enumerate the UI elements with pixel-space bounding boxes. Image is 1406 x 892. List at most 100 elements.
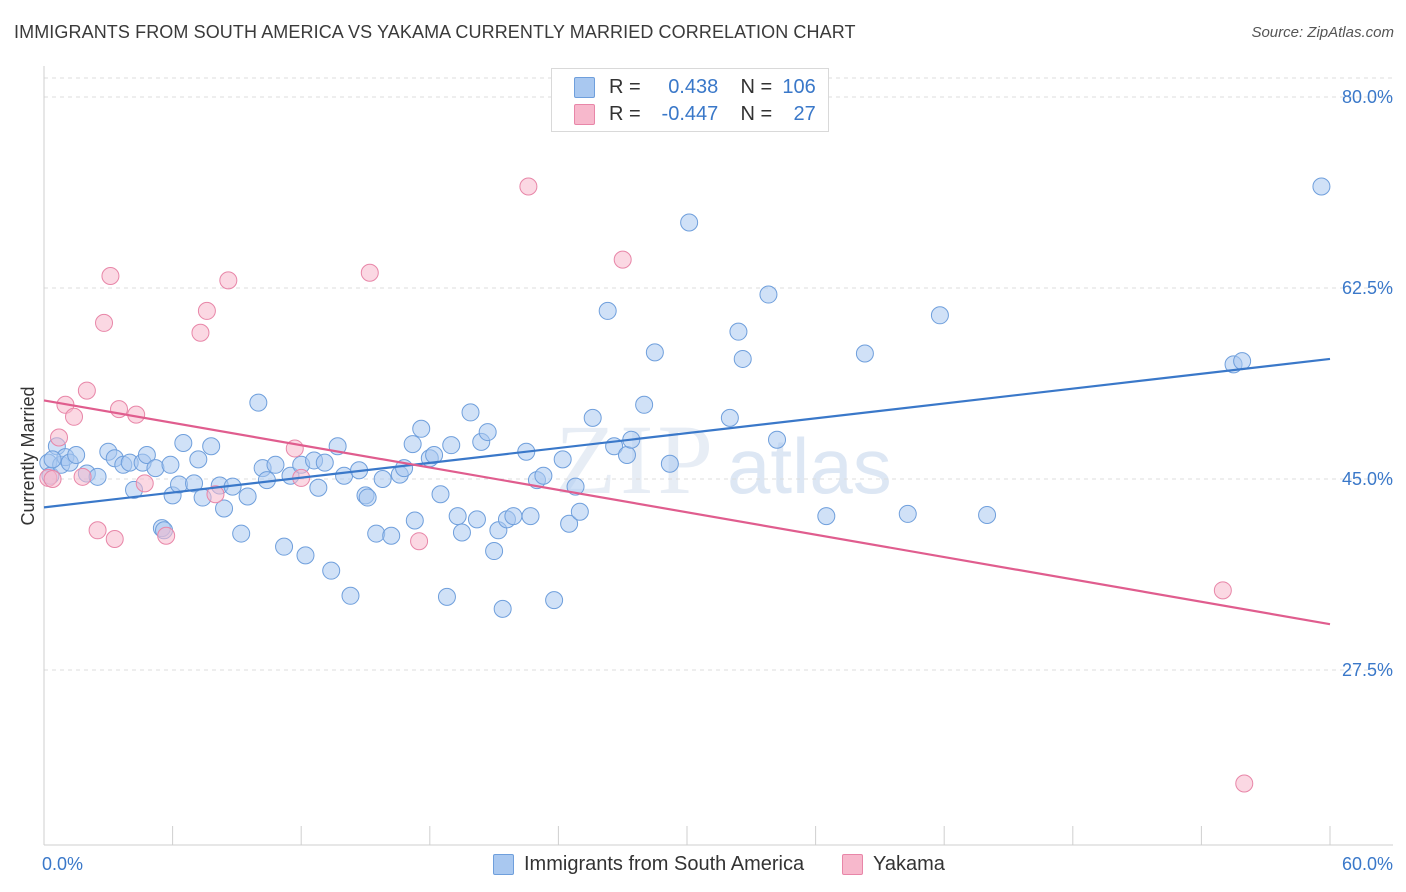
data-point-immigrants [174,433,193,452]
data-point-immigrants [189,450,208,469]
data-point-immigrants [768,430,787,449]
y-tick-label: 62.5% [1342,278,1393,298]
data-point-immigrants [137,445,156,464]
data-point-immigrants [485,542,504,561]
data-point-immigrants [315,453,334,472]
data-point-immigrants [185,474,204,493]
data-point-immigrants [382,526,401,545]
data-point-yakama [50,428,69,447]
chart-title: IMMIGRANTS FROM SOUTH AMERICA VS YAKAMA … [14,22,856,42]
data-point-yakama [105,530,124,549]
data-point-immigrants [67,445,86,464]
data-point-yakama [197,301,216,320]
data-point-immigrants [322,561,341,580]
data-point-immigrants [930,306,949,325]
legend-r-value: 0.438 [668,75,719,98]
data-point-immigrants [296,546,315,565]
data-point-immigrants [759,285,778,304]
legend-r-label: R = [609,102,641,125]
data-point-immigrants [617,445,636,464]
data-point-immigrants [729,322,748,341]
data-point-yakama [157,526,176,545]
data-point-immigrants [161,455,180,474]
trend-line-yakama [43,399,1331,626]
legend-label: Immigrants from South America [524,852,805,875]
data-point-yakama [65,407,84,426]
data-point-yakama [88,521,107,540]
data-point-yakama [73,467,92,486]
data-point-immigrants [266,455,285,474]
data-point-immigrants [560,514,579,533]
data-point-immigrants [1233,352,1252,371]
data-point-yakama [77,381,96,400]
data-point-immigrants [442,436,461,455]
legend-swatch-pink [574,103,595,125]
data-point-immigrants [493,599,512,618]
x-tick-label: 60.0% [1342,854,1393,874]
legend-row-yakama: R = -0.447 N = 27 [574,102,816,126]
data-point-immigrants [645,343,664,362]
data-point-immigrants [467,510,486,529]
data-point-immigrants [720,408,739,427]
data-point-immigrants [635,395,654,414]
data-point-yakama [519,177,538,196]
data-point-yakama [219,271,238,290]
data-point-immigrants [367,524,386,543]
data-point-yakama [360,263,379,282]
data-point-immigrants [403,435,422,454]
data-point-immigrants [202,437,221,456]
data-point-immigrants [215,499,234,518]
data-point-immigrants [452,523,471,542]
data-point-immigrants [425,445,444,464]
legend-n-label: N = [740,102,773,125]
data-point-immigrants [405,511,424,530]
data-point-immigrants [373,470,392,488]
data-point-yakama [43,470,62,488]
data-point-immigrants [309,478,328,497]
data-point-yakama [206,485,225,504]
data-point-yakama [1235,774,1254,793]
y-axis-title: Currently Married [18,386,38,525]
data-point-immigrants [238,487,257,506]
data-point-immigrants [855,344,874,363]
data-point-immigrants [570,502,589,521]
data-point-immigrants [545,591,564,610]
legend-item-yakama: Yakama [842,851,945,877]
data-point-immigrants [583,408,602,427]
data-point-immigrants [817,507,836,526]
data-point-immigrants [146,459,165,478]
data-point-immigrants [88,467,107,486]
data-point-yakama [613,250,632,269]
trend-line-immigrants [43,357,1331,509]
legend-n-value: 106 [782,75,816,98]
data-point-immigrants [232,524,251,543]
legend-row-immigrants: R = 0.438 N = 106 [574,75,816,99]
data-point-immigrants [566,477,585,496]
data-point-immigrants [249,393,268,412]
data-point-immigrants [898,504,917,523]
legend-item-immigrants: Immigrants from South America [493,851,804,877]
data-point-yakama [410,532,429,551]
legend-n-label: N = [740,75,773,98]
data-point-immigrants [504,507,523,526]
data-point-immigrants [341,586,360,605]
data-point-yakama [135,474,154,493]
y-tick-label: 27.5% [1342,660,1393,680]
data-point-yakama [101,266,120,285]
data-point-yakama [1213,581,1232,600]
data-point-immigrants [461,403,480,422]
data-point-immigrants [598,301,617,320]
legend-r-label: R = [609,75,641,98]
y-tick-label: 45.0% [1342,469,1393,489]
data-point-immigrants [358,488,377,507]
data-point-yakama [95,313,114,332]
data-point-immigrants [1312,177,1331,196]
data-point-immigrants [437,587,456,606]
legend-n-value: 27 [793,102,816,125]
x-tick-label: 0.0% [42,854,83,874]
data-point-immigrants [521,507,540,526]
legend-swatch-blue [493,853,514,875]
data-point-immigrants [680,213,699,232]
source-label: Source: ZipAtlas.com [1251,24,1394,41]
